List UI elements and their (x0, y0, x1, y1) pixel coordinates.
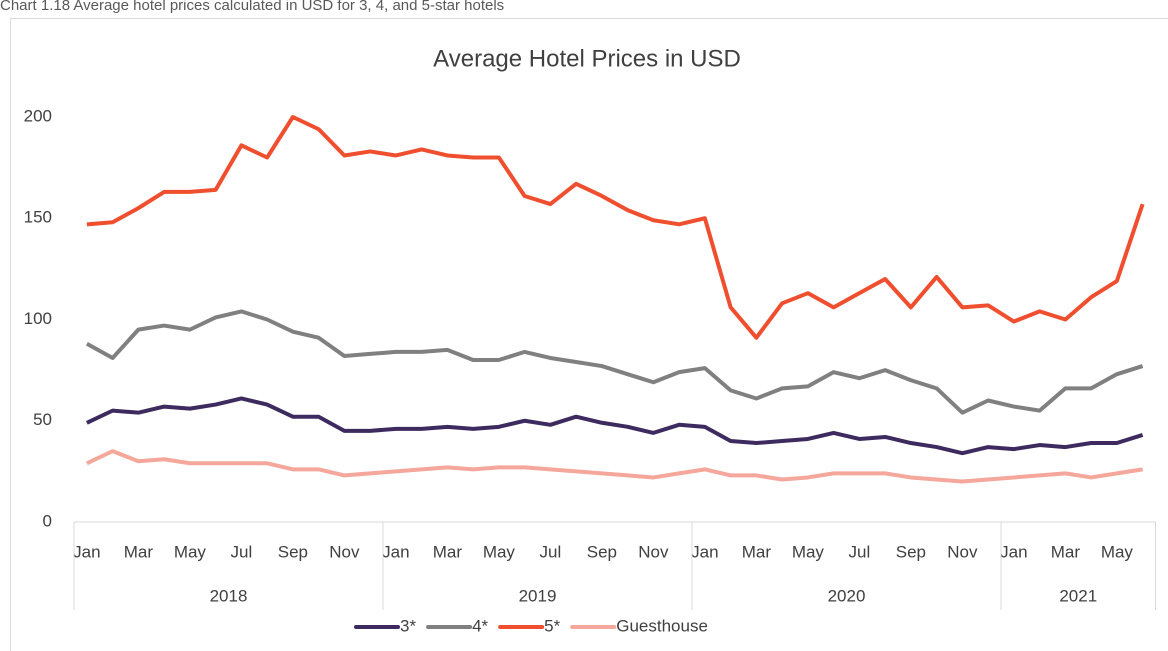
y-tick-label: 0 (43, 511, 52, 530)
x-tick-label: Nov (638, 542, 669, 561)
y-tick-label: 200 (24, 106, 52, 125)
x-tick-label: Nov (329, 542, 360, 561)
y-tick-label: 50 (33, 410, 52, 429)
x-tick-label: Mar (1051, 542, 1081, 561)
x-tick-label: May (483, 542, 516, 561)
series-line (86, 449, 1143, 484)
x-tick-label: Jan (382, 542, 409, 561)
series-line (86, 115, 1145, 340)
legend-label: 3* (400, 616, 416, 635)
chart-title: Average Hotel Prices in USD (433, 45, 741, 72)
legend-label: Guesthouse (616, 616, 708, 635)
x-tick-label: Sep (587, 542, 617, 561)
x-tick-label: Jan (73, 542, 100, 561)
x-tick-label: May (174, 542, 207, 561)
legend-label: 4* (472, 616, 488, 635)
year-label: 2020 (828, 586, 866, 605)
x-tick-label: Nov (947, 542, 978, 561)
year-label: 2019 (519, 586, 557, 605)
x-tick-label: Jul (540, 542, 562, 561)
year-label: 2018 (210, 586, 248, 605)
legend-label: 5* (544, 616, 560, 635)
x-tick-label: Jul (231, 542, 253, 561)
x-tick-label: May (1101, 542, 1134, 561)
x-tick-label: Jan (691, 542, 718, 561)
x-tick-label: Mar (742, 542, 772, 561)
year-label: 2021 (1059, 586, 1097, 605)
x-tick-label: Mar (124, 542, 154, 561)
y-tick-label: 100 (24, 309, 52, 328)
series-line (86, 396, 1144, 456)
caption: Chart 1.18 Average hotel prices calculat… (0, 0, 504, 14)
x-tick-label: Jan (1000, 542, 1027, 561)
x-tick-label: Jul (849, 542, 871, 561)
series-line (85, 309, 1144, 415)
x-tick-label: May (792, 542, 825, 561)
x-tick-label: Sep (896, 542, 926, 561)
y-tick-label: 150 (24, 208, 52, 227)
x-tick-label: Sep (278, 542, 308, 561)
chart-frame (10, 18, 1168, 651)
x-tick-label: Mar (433, 542, 463, 561)
